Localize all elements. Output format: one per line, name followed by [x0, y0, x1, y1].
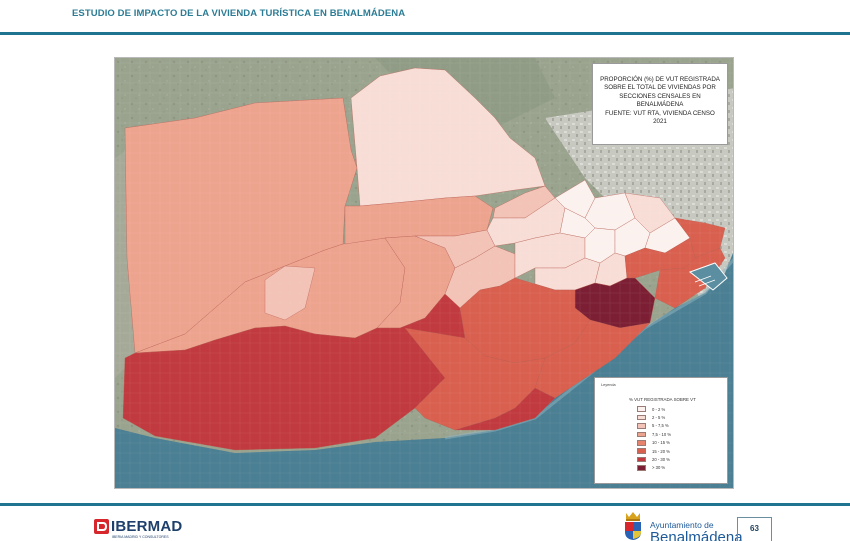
legend-title: % VUT REGISTRADA SOBRE VT [629, 397, 696, 402]
legend-label: 10 - 15 % [652, 440, 670, 446]
legend-swatch [637, 406, 646, 412]
legend-label: 0 - 2 % [652, 406, 666, 412]
map-title-line-1: PROPORCIÓN (%) DE VUT REGISTRADA [600, 76, 720, 83]
legend-label: 2 - 5 % [652, 415, 666, 421]
legend-label: 15 - 20 % [652, 448, 670, 454]
legend-row: 5 - 7,5 % [637, 422, 721, 430]
legend-swatch [637, 440, 646, 446]
legend-row: > 30 % [637, 464, 721, 472]
ibermad-mark-icon [94, 519, 109, 534]
document-header: ESTUDIO DE IMPACTO DE LA VIVIENDA TURÍST… [0, 0, 850, 38]
page-number: 63 [737, 517, 772, 541]
council-small-text: Ayuntamiento de [650, 520, 714, 530]
ibermad-wordmark: IBERMAD [111, 518, 183, 535]
document-title: ESTUDIO DE IMPACTO DE LA VIVIENDA TURÍST… [72, 8, 406, 19]
legend-row: 2 - 5 % [637, 413, 721, 421]
legend-kicker: Leyenda [601, 383, 616, 387]
legend-row: 20 - 30 % [637, 455, 721, 463]
legend-swatch [637, 448, 646, 454]
coat-of-arms-icon [625, 512, 641, 540]
map-legend: Leyenda % VUT REGISTRADA SOBRE VT 0 - 2 … [594, 377, 728, 484]
legend-swatch [637, 414, 646, 421]
document-footer: IBERMAD IBERIA MADRID Y CONSULTORES Ayun… [0, 506, 850, 541]
legend-label: > 30 % [652, 465, 666, 471]
legend-swatch [637, 465, 646, 471]
legend-label: 5 - 7,5 % [652, 423, 669, 429]
map-title-line-4: FUENTE: VUT RTA, VIVIENDA CENSO 2021 [605, 109, 715, 126]
marina [688, 262, 728, 291]
legend-label: 7,5 - 10 % [652, 431, 672, 437]
map-title-line-3: SECCIONES CENSALES EN BENALMÁDENA [619, 92, 701, 109]
ibermad-tagline: IBERIA MADRID Y CONSULTORES [112, 535, 169, 539]
legend-row: 7,5 - 10 % [637, 430, 721, 438]
legend-row: 15 - 20 % [637, 447, 721, 455]
council-name: Ayuntamiento de Benalmádena [650, 511, 743, 541]
map-title-box: PROPORCIÓN (%) DE VUT REGISTRADA SOBRE E… [592, 63, 728, 145]
legend-row: 0 - 2 % [637, 405, 721, 413]
ibermad-logo: IBERMAD IBERIA MADRID Y CONSULTORES [94, 519, 182, 541]
legend-swatch [637, 456, 646, 463]
map-title-line-2: SOBRE EL TOTAL DE VIVIENDAS POR [604, 84, 716, 92]
council-big-text: Benalmádena [650, 529, 743, 541]
header-rule [0, 32, 850, 35]
legend-swatch [637, 431, 646, 438]
legend-label: 20 - 30 % [652, 457, 670, 463]
legend-swatch [637, 423, 646, 429]
legend-row: 10 - 15 % [637, 439, 721, 447]
footer-rule [0, 503, 850, 506]
council-logo: Ayuntamiento de Benalmádena [622, 511, 743, 541]
